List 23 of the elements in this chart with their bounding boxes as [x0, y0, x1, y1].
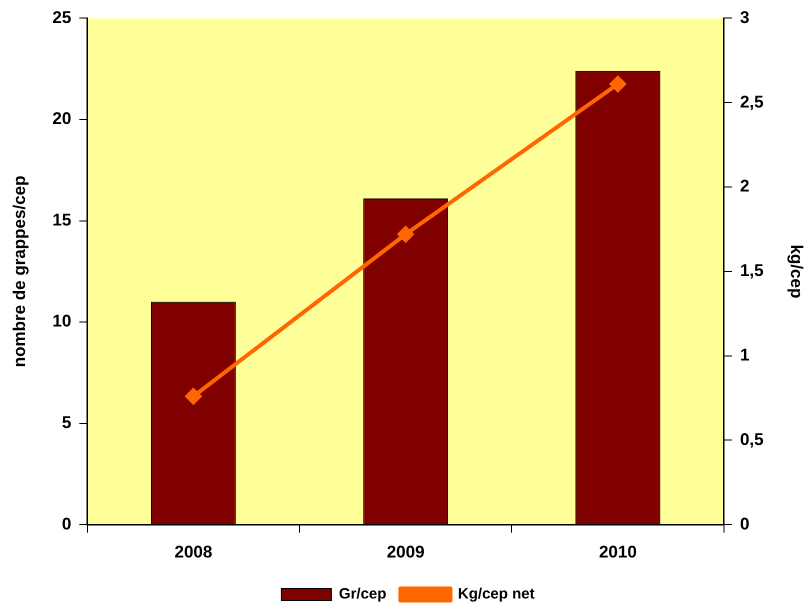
y2-axis-title: kg/cep	[787, 244, 806, 298]
y2-tick-label: 1,5	[740, 261, 764, 280]
y2-tick-label: 3	[740, 8, 750, 27]
y-tick-label: 10	[52, 312, 72, 331]
y-tick-label: 15	[52, 210, 72, 230]
y2-tick-label: 2,5	[740, 92, 764, 112]
y2-tick-label: 0,5	[740, 430, 764, 449]
x-tick-label: 2010	[598, 542, 637, 562]
y-tick-label: 25	[52, 8, 72, 27]
legend-label: Gr/cep	[338, 586, 386, 603]
x-tick-label: 2008	[174, 542, 212, 562]
point	[185, 388, 202, 404]
x-tick-label: 2009	[386, 542, 425, 562]
y-axis-title: nombre de grappes/cep	[10, 176, 29, 368]
point	[398, 226, 414, 242]
y2-tick-label: 2	[740, 176, 750, 196]
point	[610, 76, 626, 92]
y-tick-label: 5	[62, 413, 72, 432]
y2-tick-label: 1	[740, 345, 750, 364]
y-tick-label: 0	[62, 514, 72, 534]
legend-label: Kg/cep net	[458, 586, 535, 603]
y2-tick-label: 0	[740, 514, 750, 534]
y-tick-label: 20	[52, 109, 72, 128]
